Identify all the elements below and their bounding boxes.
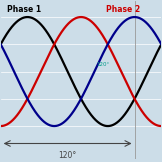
Text: 120°: 120° — [97, 62, 110, 67]
Text: Phase 1: Phase 1 — [7, 5, 41, 14]
Text: Phase 2: Phase 2 — [105, 5, 140, 14]
Text: 120°: 120° — [58, 151, 77, 160]
